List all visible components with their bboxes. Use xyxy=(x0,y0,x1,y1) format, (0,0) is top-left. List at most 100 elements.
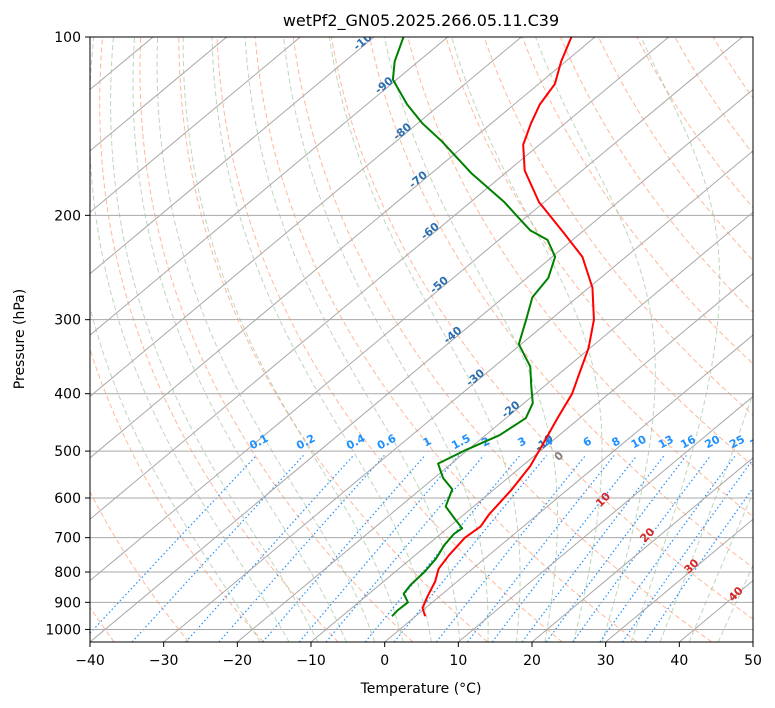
dry-adiabat-line xyxy=(483,37,753,416)
moist-adiabat-line xyxy=(535,37,656,642)
isotherm-line xyxy=(90,37,375,275)
dry-adiabat-line xyxy=(521,37,753,365)
mixing-ratio-label: 3 xyxy=(516,434,529,449)
isotherm-line xyxy=(752,641,753,642)
dry-adiabat-line xyxy=(598,37,753,262)
isotherm-line xyxy=(90,37,596,459)
x-tick-label: 0 xyxy=(380,653,389,669)
dewpoint-line xyxy=(391,37,557,617)
moist-adiabat-line xyxy=(630,37,721,642)
x-tick-label: 10 xyxy=(449,653,467,669)
moist-adiabat-line xyxy=(383,37,559,642)
mixing-ratio-label: 1 xyxy=(421,434,434,449)
isotherm-line xyxy=(237,211,753,642)
mixing-ratio-line xyxy=(298,455,460,642)
mixing-ratio-line xyxy=(262,455,426,642)
dry-adiabat-line xyxy=(674,37,753,155)
isotherm-line xyxy=(163,150,753,642)
mixing-ratio-label: 8 xyxy=(610,434,623,449)
dry-adiabat-line xyxy=(636,37,753,209)
moist-adiabat-line xyxy=(211,37,432,642)
y-tick-label: 800 xyxy=(54,565,81,581)
isotherm-label: -50 xyxy=(427,273,451,296)
isotherm-line xyxy=(90,37,669,520)
chart-title: wetPf2_GN05.2025.266.05.11.C39 xyxy=(283,11,559,31)
mixing-ratio-line xyxy=(572,455,712,642)
moist-adiabat-line xyxy=(244,37,461,642)
dry-adiabat-line xyxy=(712,37,753,99)
isotherm-line xyxy=(90,37,522,398)
dry-adiabat-line xyxy=(90,347,264,642)
mixing-ratio-label: 13 xyxy=(656,433,676,452)
dry-adiabat-line xyxy=(254,37,638,642)
x-tick-label: 40 xyxy=(670,653,688,669)
dry-adiabat-line xyxy=(139,37,414,642)
mixing-ratio-line xyxy=(599,455,736,642)
dry-adiabat-line xyxy=(445,37,753,467)
y-tick-label: 500 xyxy=(54,444,81,460)
dry-adiabat-line xyxy=(750,37,753,41)
y-tick-label: 400 xyxy=(54,387,81,403)
mixing-ratio-label: 36 xyxy=(769,433,775,452)
mixing-ratio-line xyxy=(325,455,485,642)
x-tick-label: −30 xyxy=(149,653,179,669)
x-tick-label: −10 xyxy=(296,653,326,669)
moist-adiabat-line xyxy=(688,491,753,642)
y-tick-label: 200 xyxy=(54,208,81,224)
mixing-ratio-line xyxy=(467,455,615,642)
plot-frame xyxy=(89,36,754,643)
x-axis: −40 −30 −20 −10 0 10 20 30 40 50 xyxy=(75,642,762,669)
isotherm-line xyxy=(458,395,753,642)
mixing-ratio-line xyxy=(521,455,665,642)
isotherms xyxy=(0,37,753,642)
y-axis: 100 200 300 400 500 600 700 800 900 1000 xyxy=(45,30,90,638)
x-tick-label: −40 xyxy=(75,653,105,669)
y-tick-label: 700 xyxy=(54,531,81,547)
isotherm-label: -20 xyxy=(499,398,523,421)
isotherm-line xyxy=(90,37,301,213)
isotherm-line xyxy=(531,457,753,642)
moist-adiabat-label: 20 xyxy=(637,525,657,545)
isotherm-line xyxy=(90,88,753,642)
mixing-ratio-lines xyxy=(90,455,753,642)
mixing-ratio-line xyxy=(185,455,354,642)
moist-adiabat-line xyxy=(132,37,347,642)
y-axis-label: Pressure (hPa) xyxy=(12,289,28,389)
dry-adiabat-line xyxy=(216,37,563,642)
plot-area: -100-90-80-70-60-50-40-30-20-100.1 0.2 0.4… xyxy=(0,37,775,642)
moist-adiabat-line xyxy=(283,37,489,642)
isotherm-line xyxy=(90,37,448,336)
moist-adiabat-line xyxy=(328,37,521,642)
y-tick-label: 100 xyxy=(54,30,81,46)
isotherm-label: -80 xyxy=(390,120,414,143)
mixing-ratio-line xyxy=(644,487,753,642)
x-tick-label: 50 xyxy=(744,653,762,669)
sounding-series xyxy=(391,37,595,617)
x-axis-label: Temperature (°C) xyxy=(360,681,482,697)
isotherm-line xyxy=(310,273,753,642)
x-tick-label: −20 xyxy=(223,653,253,669)
moist-adiabat-line xyxy=(90,37,290,642)
mixing-ratio-line xyxy=(218,455,385,642)
dry-adiabat-line xyxy=(90,490,190,642)
mixing-ratio-label: 20 xyxy=(703,433,723,452)
mixing-ratio-line xyxy=(131,455,304,642)
mixing-ratio-label: 30 xyxy=(748,433,768,452)
moist-adiabat-line xyxy=(717,564,753,642)
mixing-ratio-label: 6 xyxy=(581,434,594,449)
moist-adiabat-label: 30 xyxy=(682,556,702,576)
mixing-ratio-line xyxy=(90,455,257,635)
mixing-ratio-line xyxy=(545,455,687,642)
mixing-ratio-label: 16 xyxy=(678,433,698,452)
moist-adiabat-line xyxy=(90,305,261,642)
dry-adiabat-line xyxy=(559,37,753,314)
mixing-ratio-label: 25 xyxy=(727,433,747,452)
mixing-ratio-label: 0.1 xyxy=(247,432,270,453)
mixing-ratio-line xyxy=(491,455,638,642)
isotherm-line xyxy=(0,37,6,642)
isotherm-line xyxy=(90,37,743,582)
y-tick-label: 600 xyxy=(54,491,81,507)
isotherm-line xyxy=(90,37,227,152)
x-tick-label: 30 xyxy=(597,653,615,669)
